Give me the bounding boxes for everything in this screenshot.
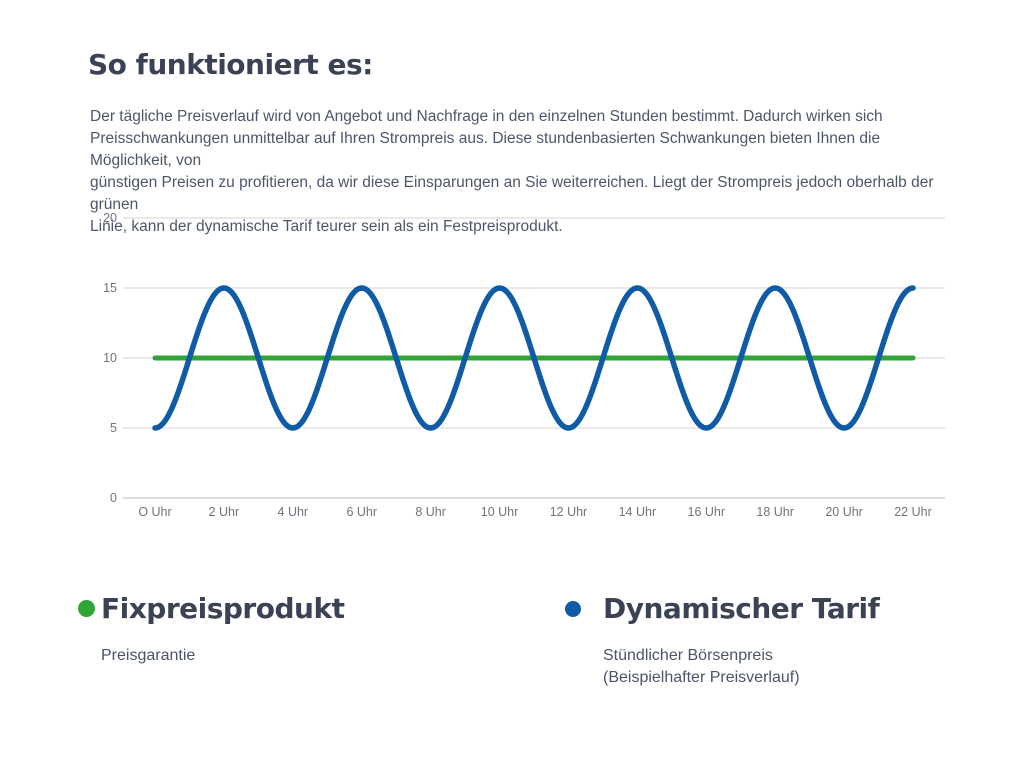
x-axis-labels: O Uhr 2 Uhr 4 Uhr 6 Uhr 8 Uhr 10 Uhr 12 Uhr 14 … [138,505,931,519]
dynamic-tarif-sine-series [152,285,916,431]
intro-line: günstigen Preisen zu profitieren, da wir… [90,174,934,213]
svg-text:10: 10 [103,351,117,365]
svg-text:16 Uhr: 16 Uhr [688,505,726,519]
intro-paragraph: Der tägliche Preisverlauf wird von Angeb… [90,106,956,238]
svg-text:20: 20 [103,211,117,225]
legend-sublabel-line: Stündlicher Börsenpreis [603,647,773,664]
legend-label: Fixpreisprodukt [101,592,345,625]
svg-text:O Uhr: O Uhr [138,505,171,519]
svg-text:0: 0 [110,491,117,505]
intro-line: Preisschwankungen unmittelbar auf Ihren … [90,130,881,169]
legend-item-fixpreisprodukt: Fixpreisprodukt Preisgarantie [78,592,345,667]
svg-text:8 Uhr: 8 Uhr [415,505,446,519]
price-chart: 0 5 10 15 20 O Uhr 2 Uhr 4 Uhr 6 Uhr 8 Uhr 10 Uhr… [95,205,955,530]
legend-sublabel: Stündlicher Börsenpreis (Beispielhafter … [603,645,879,689]
dynamic-tarif-legend-dot-icon [565,600,581,617]
intro-line: Linie, kann der dynamische Tarif teurer … [90,218,563,235]
svg-text:2 Uhr: 2 Uhr [209,505,240,519]
fixpreis-legend-dot-icon [78,600,95,617]
legend-label: Dynamischer Tarif [603,592,880,625]
legend-sublabel-line: Preisgarantie [101,647,196,664]
svg-text:12 Uhr: 12 Uhr [550,505,588,519]
legend-sublabel: Preisgarantie [101,645,344,667]
svg-text:14 Uhr: 14 Uhr [619,505,657,519]
page-title: So funktioniert es: [88,48,373,81]
svg-text:18 Uhr: 18 Uhr [756,505,794,519]
svg-text:20 Uhr: 20 Uhr [825,505,863,519]
svg-text:4 Uhr: 4 Uhr [278,505,309,519]
legend-item-dynamischer-tarif: Dynamischer Tarif Stündlicher Börsenprei… [565,592,880,689]
svg-text:15: 15 [103,281,117,295]
y-axis-labels: 0 5 10 15 20 [103,211,117,505]
legend-sublabel-line: (Beispielhafter Preisverlauf) [603,669,800,686]
legend-head: Fixpreisprodukt [78,592,345,625]
svg-text:10 Uhr: 10 Uhr [481,505,519,519]
legend-head: Dynamischer Tarif [565,592,880,625]
price-chart-svg: 0 5 10 15 20 O Uhr 2 Uhr 4 Uhr 6 Uhr 8 Uhr 10 Uhr… [103,211,945,519]
svg-text:5: 5 [110,421,117,435]
intro-line: Der tägliche Preisverlauf wird von Angeb… [90,108,883,125]
svg-text:22 Uhr: 22 Uhr [894,505,932,519]
svg-text:6 Uhr: 6 Uhr [346,505,377,519]
